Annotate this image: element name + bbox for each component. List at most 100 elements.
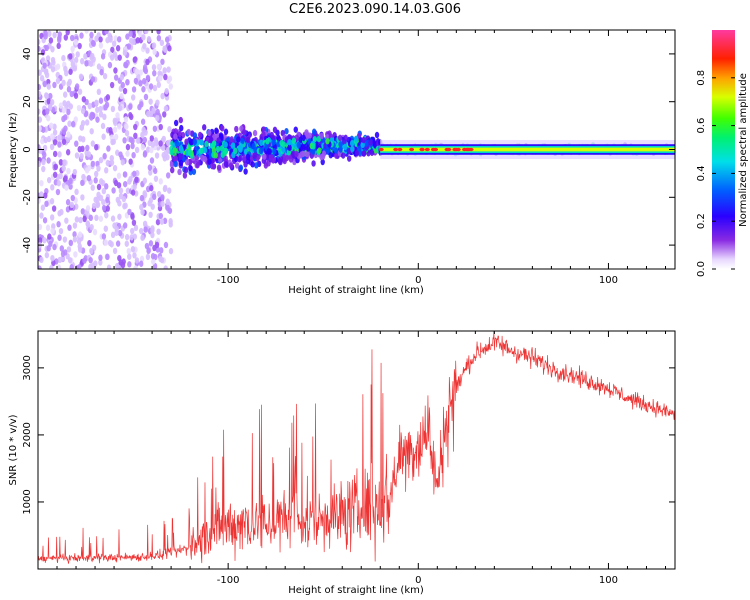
spectrogram-cell [163, 105, 169, 112]
spectrogram-xtick-label: -100 [217, 275, 240, 286]
spectrogram-cell [74, 152, 80, 159]
spectrogram-cell [57, 134, 62, 141]
spectrogram-cell [39, 75, 45, 82]
colorbar-tick-label: 0.2 [696, 213, 707, 229]
spectrogram-cell [199, 139, 204, 146]
colorbar: 0.0 0.2 0.4 0.6 0.8 Normalized spectral ampl… [696, 30, 749, 277]
spectrogram-cell [140, 118, 146, 125]
snr-panel: -100 0 100 1000 2000 3000 Height of straight … [8, 330, 676, 596]
spectrogram-cell [82, 257, 87, 264]
spectrogram-cell [101, 233, 107, 240]
spectrogram-cell [122, 49, 128, 56]
spectrogram-cell [340, 152, 346, 159]
spectrogram-cell [48, 37, 54, 44]
spectrogram-cell [152, 125, 158, 132]
spectrogram-cell [319, 132, 324, 140]
spectrogram-cell [139, 101, 144, 108]
spectrogram-cell [96, 63, 102, 70]
spectrogram-ylabel: Frequency (Hz) [8, 112, 19, 188]
spectrogram-cell [124, 123, 129, 130]
spectrogram-cell [73, 56, 79, 64]
spectrogram-cell [94, 170, 99, 178]
spectrogram-cell [66, 108, 71, 116]
spectrogram-cell [357, 145, 362, 152]
spectrogram-cell [70, 60, 76, 68]
spectrogram-cell [116, 264, 121, 269]
spectrogram-cell [350, 145, 355, 153]
spectrogram-cell [110, 105, 116, 113]
spectrogram-cell [96, 183, 102, 191]
spectrogram-cell [178, 154, 183, 161]
spectrogram-cell [139, 194, 145, 202]
spectrogram-cell [86, 151, 92, 158]
spectrogram-cell [84, 60, 89, 67]
spectrogram-cell [38, 83, 42, 91]
spectrogram-cell [98, 111, 104, 118]
spectrogram-cell [167, 187, 172, 194]
spectrogram-cell [65, 199, 71, 206]
spectrogram-cell [152, 84, 158, 92]
spectrogram-cell [89, 128, 94, 135]
spectrogram-cell [125, 33, 130, 40]
spectrogram-cell [151, 42, 157, 49]
spectrogram-cell [105, 253, 110, 261]
spectrogram-cell [218, 132, 224, 139]
spectrogram-cell [122, 171, 128, 178]
spectrogram-cell [41, 126, 46, 133]
spectrogram-cell [44, 251, 50, 259]
spectrogram-cell [128, 136, 134, 143]
spectrogram-cell [294, 150, 299, 158]
spectrogram-cell [188, 164, 193, 172]
spectrogram-cell [73, 39, 79, 46]
spectrogram-cell [40, 49, 46, 56]
spectrogram-cell [230, 142, 236, 149]
spectrogram-cell [182, 172, 188, 179]
spectrogram-cell [151, 258, 156, 265]
spectrogram-cell [210, 163, 215, 170]
spectrogram-cell [159, 39, 165, 47]
spectrogram-cell [141, 86, 146, 93]
spectrogram-cell [223, 147, 229, 155]
spectrogram-cell [132, 56, 137, 63]
spectrogram-cell [132, 252, 137, 259]
spectrogram-cell [178, 159, 184, 167]
spectrogram-cell [84, 30, 89, 34]
spectrogram-xlabel: Height of straight line (km) [288, 285, 424, 296]
spectrogram-cell [148, 169, 153, 176]
spectrogram-cell [39, 179, 44, 187]
spectrogram-cell [40, 138, 45, 145]
spectrogram-panel: -100 0 100 -40 -20 0 20 40 Height of straight l… [8, 29, 676, 296]
chart-title: C2E6.2023.090.14.03.G06 [288, 2, 462, 17]
spectrogram-cell [38, 69, 42, 76]
spectrogram-cell [133, 132, 138, 140]
spectrogram-cell [150, 141, 155, 148]
spectrogram-cell [103, 225, 109, 232]
spectrogram-cell [51, 205, 57, 212]
spectrogram-cell [75, 51, 80, 58]
spectrogram-cell [62, 159, 67, 166]
spectrogram-cell [66, 246, 72, 253]
spectrogram-cell [57, 210, 62, 217]
spectrogram-cell [234, 162, 240, 169]
colorbar-tick-label: 0.6 [696, 118, 707, 134]
spectrogram-cell [158, 123, 163, 131]
spectrogram-cell [143, 93, 149, 101]
spectrogram-cell [220, 151, 226, 158]
spectrogram-cell [154, 139, 159, 147]
spectrogram-cell [138, 80, 143, 87]
spectrogram-cell [229, 136, 235, 143]
spectrogram-cell [122, 222, 128, 229]
spectrogram-cell [67, 120, 72, 127]
spectrogram-cell [38, 116, 43, 123]
spectrogram-cell [79, 58, 85, 65]
spectrogram-cell [129, 113, 134, 121]
spectrogram-cell [192, 138, 198, 146]
spectrogram-cell [42, 62, 47, 69]
spectrogram-cell [236, 136, 241, 143]
spectrogram-cell [98, 105, 103, 113]
spectrogram-cell [258, 147, 264, 155]
spectrogram-cell [353, 135, 359, 143]
spectrogram-cell [265, 138, 270, 145]
spectrogram-cell [216, 164, 222, 171]
